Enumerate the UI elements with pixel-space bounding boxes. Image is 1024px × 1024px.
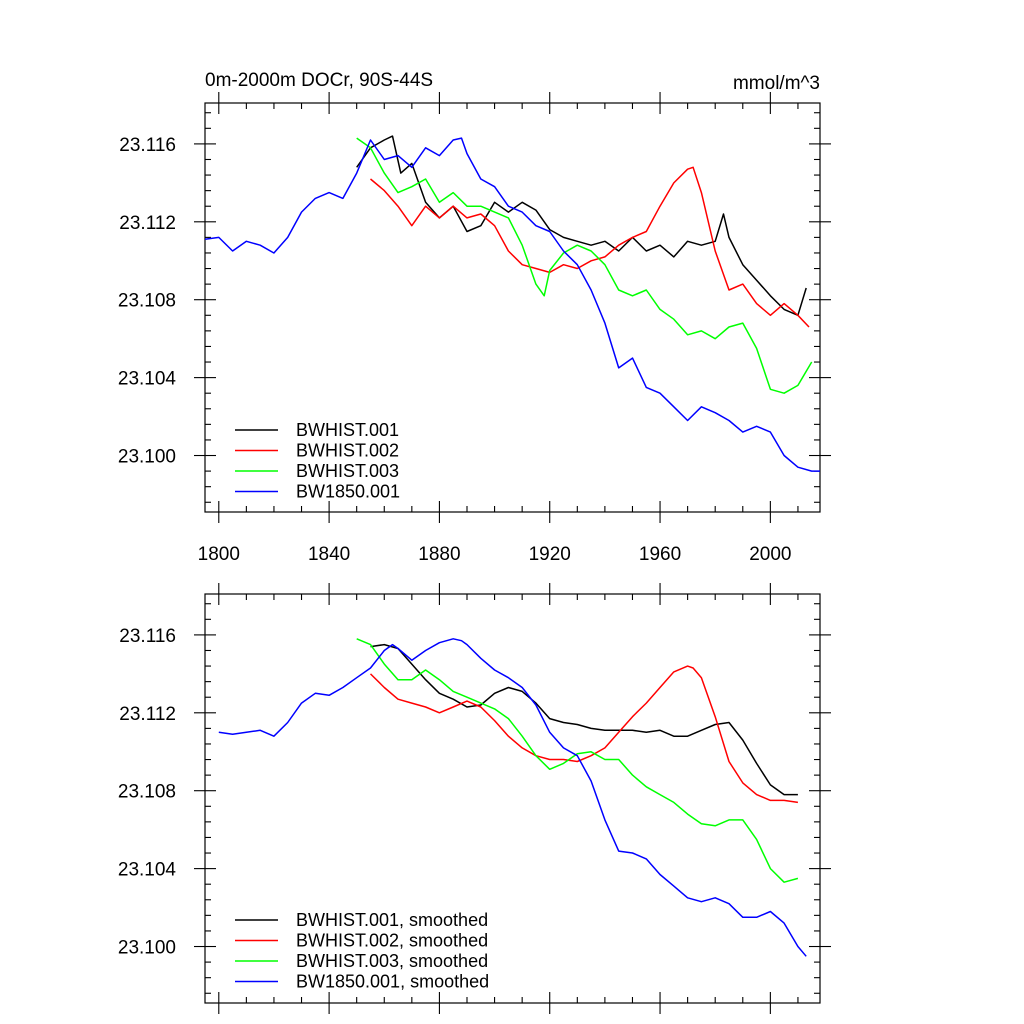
y-tick-label: 23.100: [118, 447, 176, 468]
series-line-2: [369, 665, 799, 804]
chart-title: 0m-2000m DOCr, 90S-44S: [205, 70, 433, 91]
y-tick-label: 23.116: [119, 626, 176, 647]
legend-label: BW1850.001: [296, 482, 400, 502]
top-panel: 1800 1840 1880 1920 1960 2000 23.100 23.104 23.1…: [118, 70, 831, 565]
units-label: mmol/m^3: [733, 73, 820, 94]
x-tick-label: 1880: [418, 544, 460, 565]
legend-label: BWHIST.003: [296, 461, 399, 481]
y-tick-label: 23.104: [118, 369, 177, 390]
series-line-4: [218, 638, 807, 957]
series-line-2: [370, 166, 810, 328]
legend-label: BWHIST.002, smoothed: [296, 931, 488, 951]
plot-frame: [204, 102, 821, 513]
legend-label: BWHIST.001, smoothed: [296, 910, 488, 930]
bottom-panel: 23.100 23.104 23.108 23.112 23.116 BWHIST.001…: [118, 583, 831, 1014]
legend-label: BWHIST.001: [296, 420, 399, 440]
y-tick-label: 23.112: [119, 704, 176, 725]
legend-label: BW1850.001, smoothed: [296, 972, 489, 992]
series-line-4: [205, 137, 820, 472]
series-line-1: [356, 135, 807, 317]
series-line-1: [370, 643, 798, 796]
y-tick-label: 23.116: [119, 135, 176, 156]
x-tick-label: 2000: [749, 544, 791, 565]
y-tick-label: 23.112: [119, 213, 176, 234]
y-tick-label: 23.108: [118, 782, 176, 803]
legend-label: BWHIST.003, smoothed: [296, 951, 488, 971]
series-line-3: [356, 137, 813, 394]
y-tick-label: 23.108: [118, 291, 176, 312]
x-tick-label: 1800: [198, 544, 240, 565]
x-tick-label: 1920: [529, 544, 571, 565]
y-tick-label: 23.100: [118, 938, 176, 959]
x-tick-label: 1960: [639, 544, 681, 565]
series-line-3: [356, 638, 799, 883]
plot-frame: [204, 593, 821, 1004]
y-tick-label: 23.104: [118, 860, 177, 881]
x-tick-label: 1840: [308, 544, 350, 565]
legend-label: BWHIST.002: [296, 441, 399, 461]
